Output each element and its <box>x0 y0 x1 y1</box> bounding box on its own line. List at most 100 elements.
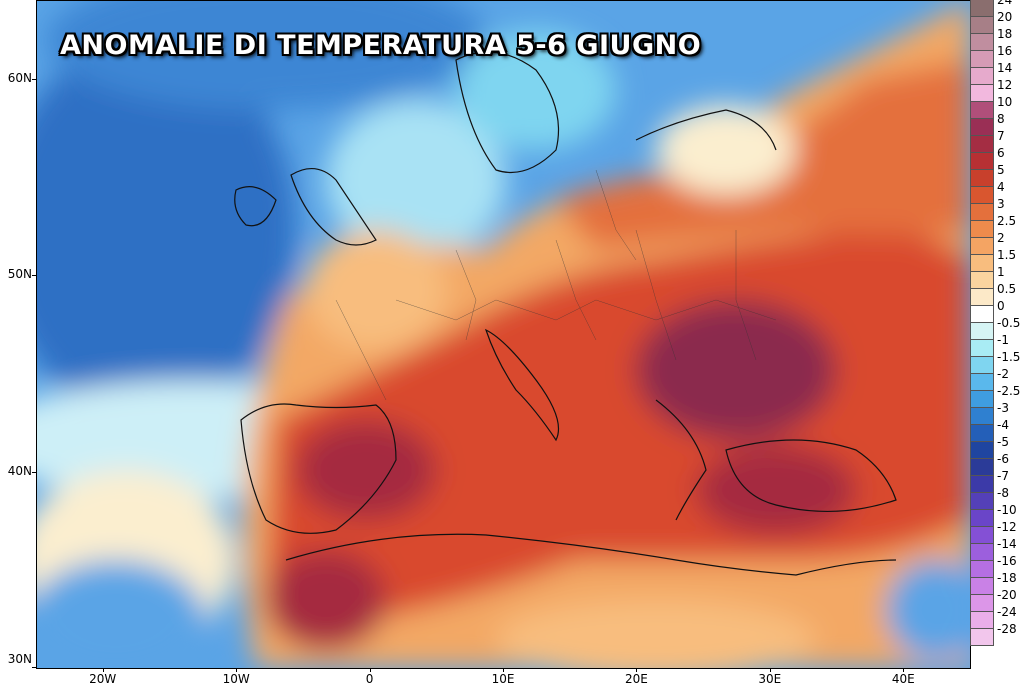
legend-swatch <box>970 238 994 255</box>
legend-label: 4 <box>997 180 1005 194</box>
legend-swatch <box>970 136 994 153</box>
longitude-tick <box>503 668 504 672</box>
legend-entry: -24 <box>970 605 1024 629</box>
mild-france <box>306 230 446 350</box>
longitude-label: 10W <box>222 672 250 686</box>
legend-entry: 5 <box>970 163 1024 187</box>
legend-label: -3 <box>997 401 1009 415</box>
country-borders <box>335 169 777 401</box>
legend-entry: -0.5 <box>970 316 1024 340</box>
legend-entry: -16 <box>970 554 1024 578</box>
legend-entry: -12 <box>970 520 1024 544</box>
legend-label: 6 <box>997 146 1005 160</box>
latitude-tick <box>32 667 36 668</box>
extreme-north-africa <box>266 550 386 650</box>
longitude-label: 30E <box>758 672 782 686</box>
legend-swatch <box>970 629 994 646</box>
legend-label: -28 <box>997 622 1017 636</box>
legend-swatch <box>970 34 994 51</box>
legend-label: 20 <box>997 10 1013 24</box>
legend-entry: 10 <box>970 95 1024 119</box>
legend-swatch <box>970 187 994 204</box>
legend-entry: 0 <box>970 299 1024 323</box>
legend-swatch <box>970 272 994 289</box>
legend-entry: 14 <box>970 61 1024 85</box>
legend-swatch <box>970 221 994 238</box>
longitude-label: 0 <box>365 672 374 686</box>
legend-swatch <box>970 510 994 527</box>
legend-swatch <box>970 0 994 17</box>
longitude-label: 20W <box>89 672 117 686</box>
legend-label: 2.5 <box>997 214 1017 228</box>
legend-swatch <box>970 119 994 136</box>
legend-label: -7 <box>997 469 1009 483</box>
longitude-label: 20E <box>624 672 648 686</box>
latitude-label: 40N <box>7 463 32 478</box>
legend-swatch <box>970 425 994 442</box>
legend-entry: -1 <box>970 333 1024 357</box>
legend-swatch <box>970 68 994 85</box>
legend-entry: -7 <box>970 469 1024 493</box>
legend-entry: 4 <box>970 180 1024 204</box>
legend-entry: -20 <box>970 588 1024 612</box>
longitude-tick <box>769 668 771 672</box>
cold-north <box>46 0 486 110</box>
temperature-anomaly-map <box>36 0 970 668</box>
legend-entry: -14 <box>970 537 1024 561</box>
legend-swatch <box>970 544 994 561</box>
legend-swatch <box>970 476 994 493</box>
legend-entry: 0.5 <box>970 282 1024 306</box>
legend-entry: -28 <box>970 622 1024 646</box>
extreme-iberia <box>296 420 436 520</box>
latitude-label: 50N <box>7 267 32 282</box>
legend-swatch <box>970 595 994 612</box>
legend-entry: -10 <box>970 503 1024 527</box>
legend-label: -1 <box>997 333 1009 347</box>
longitude-tick <box>236 668 238 672</box>
legend-label: 2 <box>997 231 1005 245</box>
legend-label: 12 <box>997 78 1013 92</box>
legend-entry: 3 <box>970 197 1024 221</box>
latitude-tick <box>32 275 36 277</box>
legend-swatch <box>970 578 994 595</box>
legend-entry: -8 <box>970 486 1024 510</box>
legend-entry: 18 <box>970 27 1024 51</box>
legend-label: 1.5 <box>997 248 1017 262</box>
legend-entry: -3 <box>970 401 1024 425</box>
legend-entry: 1 <box>970 265 1024 289</box>
legend-label: -20 <box>997 588 1017 602</box>
legend-label: 24 <box>997 0 1013 7</box>
legend-label: -14 <box>997 537 1017 551</box>
latitude-tick <box>32 78 36 80</box>
legend-swatch <box>970 459 994 476</box>
legend-label: 7 <box>997 129 1005 143</box>
legend-swatch <box>970 85 994 102</box>
longitude-tick <box>903 668 905 672</box>
legend-swatch <box>970 102 994 119</box>
legend-label: 5 <box>997 163 1005 177</box>
coastlines <box>234 51 897 576</box>
legend-swatch <box>970 51 994 68</box>
legend-label: -16 <box>997 554 1017 568</box>
legend-entry: 6 <box>970 146 1024 170</box>
legend-label: -5 <box>997 435 1009 449</box>
latitude-label: 60N <box>7 70 32 85</box>
cold-east-med <box>886 560 970 660</box>
light-south-east <box>496 600 816 668</box>
legend-entry: 2 <box>970 231 1024 255</box>
legend-swatch <box>970 255 994 272</box>
longitude-tick <box>102 668 104 672</box>
legend-label: -2 <box>997 367 1009 381</box>
legend-swatch <box>970 357 994 374</box>
extreme-balkans <box>636 300 836 440</box>
legend-swatch <box>970 493 994 510</box>
legend-label: -24 <box>997 605 1017 619</box>
map-title: ANOMALIE DI TEMPERATURA 5-6 GIUGNO <box>60 30 702 61</box>
longitude-tick <box>636 668 638 672</box>
legend-swatch <box>970 442 994 459</box>
legend-swatch <box>970 374 994 391</box>
latitude-label: 30N <box>7 652 32 666</box>
legend-swatch <box>970 17 994 34</box>
legend-entry: -5 <box>970 435 1024 459</box>
legend-label: 16 <box>997 44 1013 58</box>
